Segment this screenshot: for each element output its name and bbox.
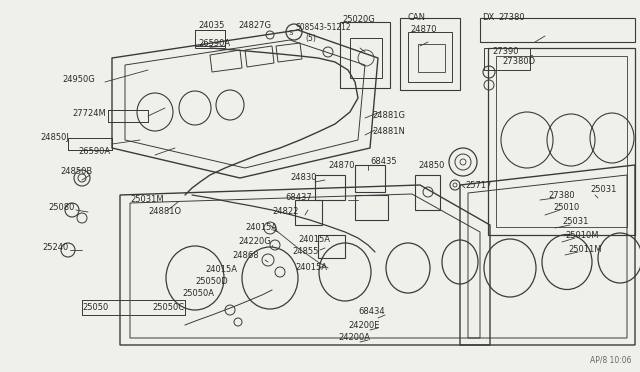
Text: 25050C: 25050C: [152, 304, 184, 312]
Text: 25011M: 25011M: [568, 246, 602, 254]
Text: (5): (5): [305, 33, 316, 42]
Text: 24015A: 24015A: [298, 235, 330, 244]
Text: 27380: 27380: [498, 13, 525, 22]
Text: 25031: 25031: [562, 218, 588, 227]
Text: 24868: 24868: [232, 251, 259, 260]
Text: 24850: 24850: [418, 160, 444, 170]
Text: 27390: 27390: [492, 48, 518, 57]
Text: 24827G: 24827G: [238, 22, 271, 31]
Text: 25050: 25050: [82, 304, 108, 312]
Text: 24200E: 24200E: [348, 321, 380, 330]
Text: 27724M: 27724M: [72, 109, 106, 119]
Text: 24881G: 24881G: [372, 110, 405, 119]
Text: 26590A: 26590A: [198, 39, 230, 48]
Text: 68437: 68437: [285, 193, 312, 202]
Text: 24015A: 24015A: [205, 266, 237, 275]
Text: 25050A: 25050A: [182, 289, 214, 298]
Text: DX: DX: [482, 13, 494, 22]
Text: CAN: CAN: [408, 13, 426, 22]
Text: 24850B: 24850B: [60, 167, 92, 176]
Text: 25020G: 25020G: [342, 16, 375, 25]
Text: S08543-51212: S08543-51212: [296, 22, 351, 32]
Text: 25031M: 25031M: [130, 196, 164, 205]
Text: 25010M: 25010M: [565, 231, 598, 240]
Text: 24200A: 24200A: [338, 334, 370, 343]
Text: AP/8 10:06: AP/8 10:06: [590, 356, 632, 365]
Text: 24015A: 24015A: [295, 263, 327, 273]
Text: 24870: 24870: [410, 26, 436, 35]
Text: 24822: 24822: [272, 208, 298, 217]
Text: 24855: 24855: [292, 247, 318, 257]
Text: 68435: 68435: [370, 157, 397, 167]
Text: 25240: 25240: [42, 244, 68, 253]
Text: 27380D: 27380D: [502, 58, 535, 67]
Text: 24881N: 24881N: [372, 128, 405, 137]
Text: 27380: 27380: [548, 190, 575, 199]
Text: 25050D: 25050D: [195, 278, 228, 286]
Text: 24830: 24830: [290, 173, 317, 183]
Text: 24220G: 24220G: [238, 237, 271, 247]
Text: 24850J: 24850J: [40, 134, 69, 142]
Text: S: S: [289, 30, 293, 36]
Text: 24015A: 24015A: [245, 224, 277, 232]
Text: 24881O: 24881O: [148, 208, 181, 217]
Text: 25010: 25010: [553, 203, 579, 212]
Text: 68434: 68434: [358, 308, 385, 317]
Text: 24870: 24870: [328, 160, 355, 170]
Text: 26590A: 26590A: [78, 148, 110, 157]
Text: 24950G: 24950G: [62, 76, 95, 84]
Text: 25080: 25080: [48, 203, 74, 212]
Text: 25717: 25717: [465, 180, 492, 189]
Text: 25031: 25031: [590, 186, 616, 195]
Text: 24035: 24035: [198, 22, 225, 31]
